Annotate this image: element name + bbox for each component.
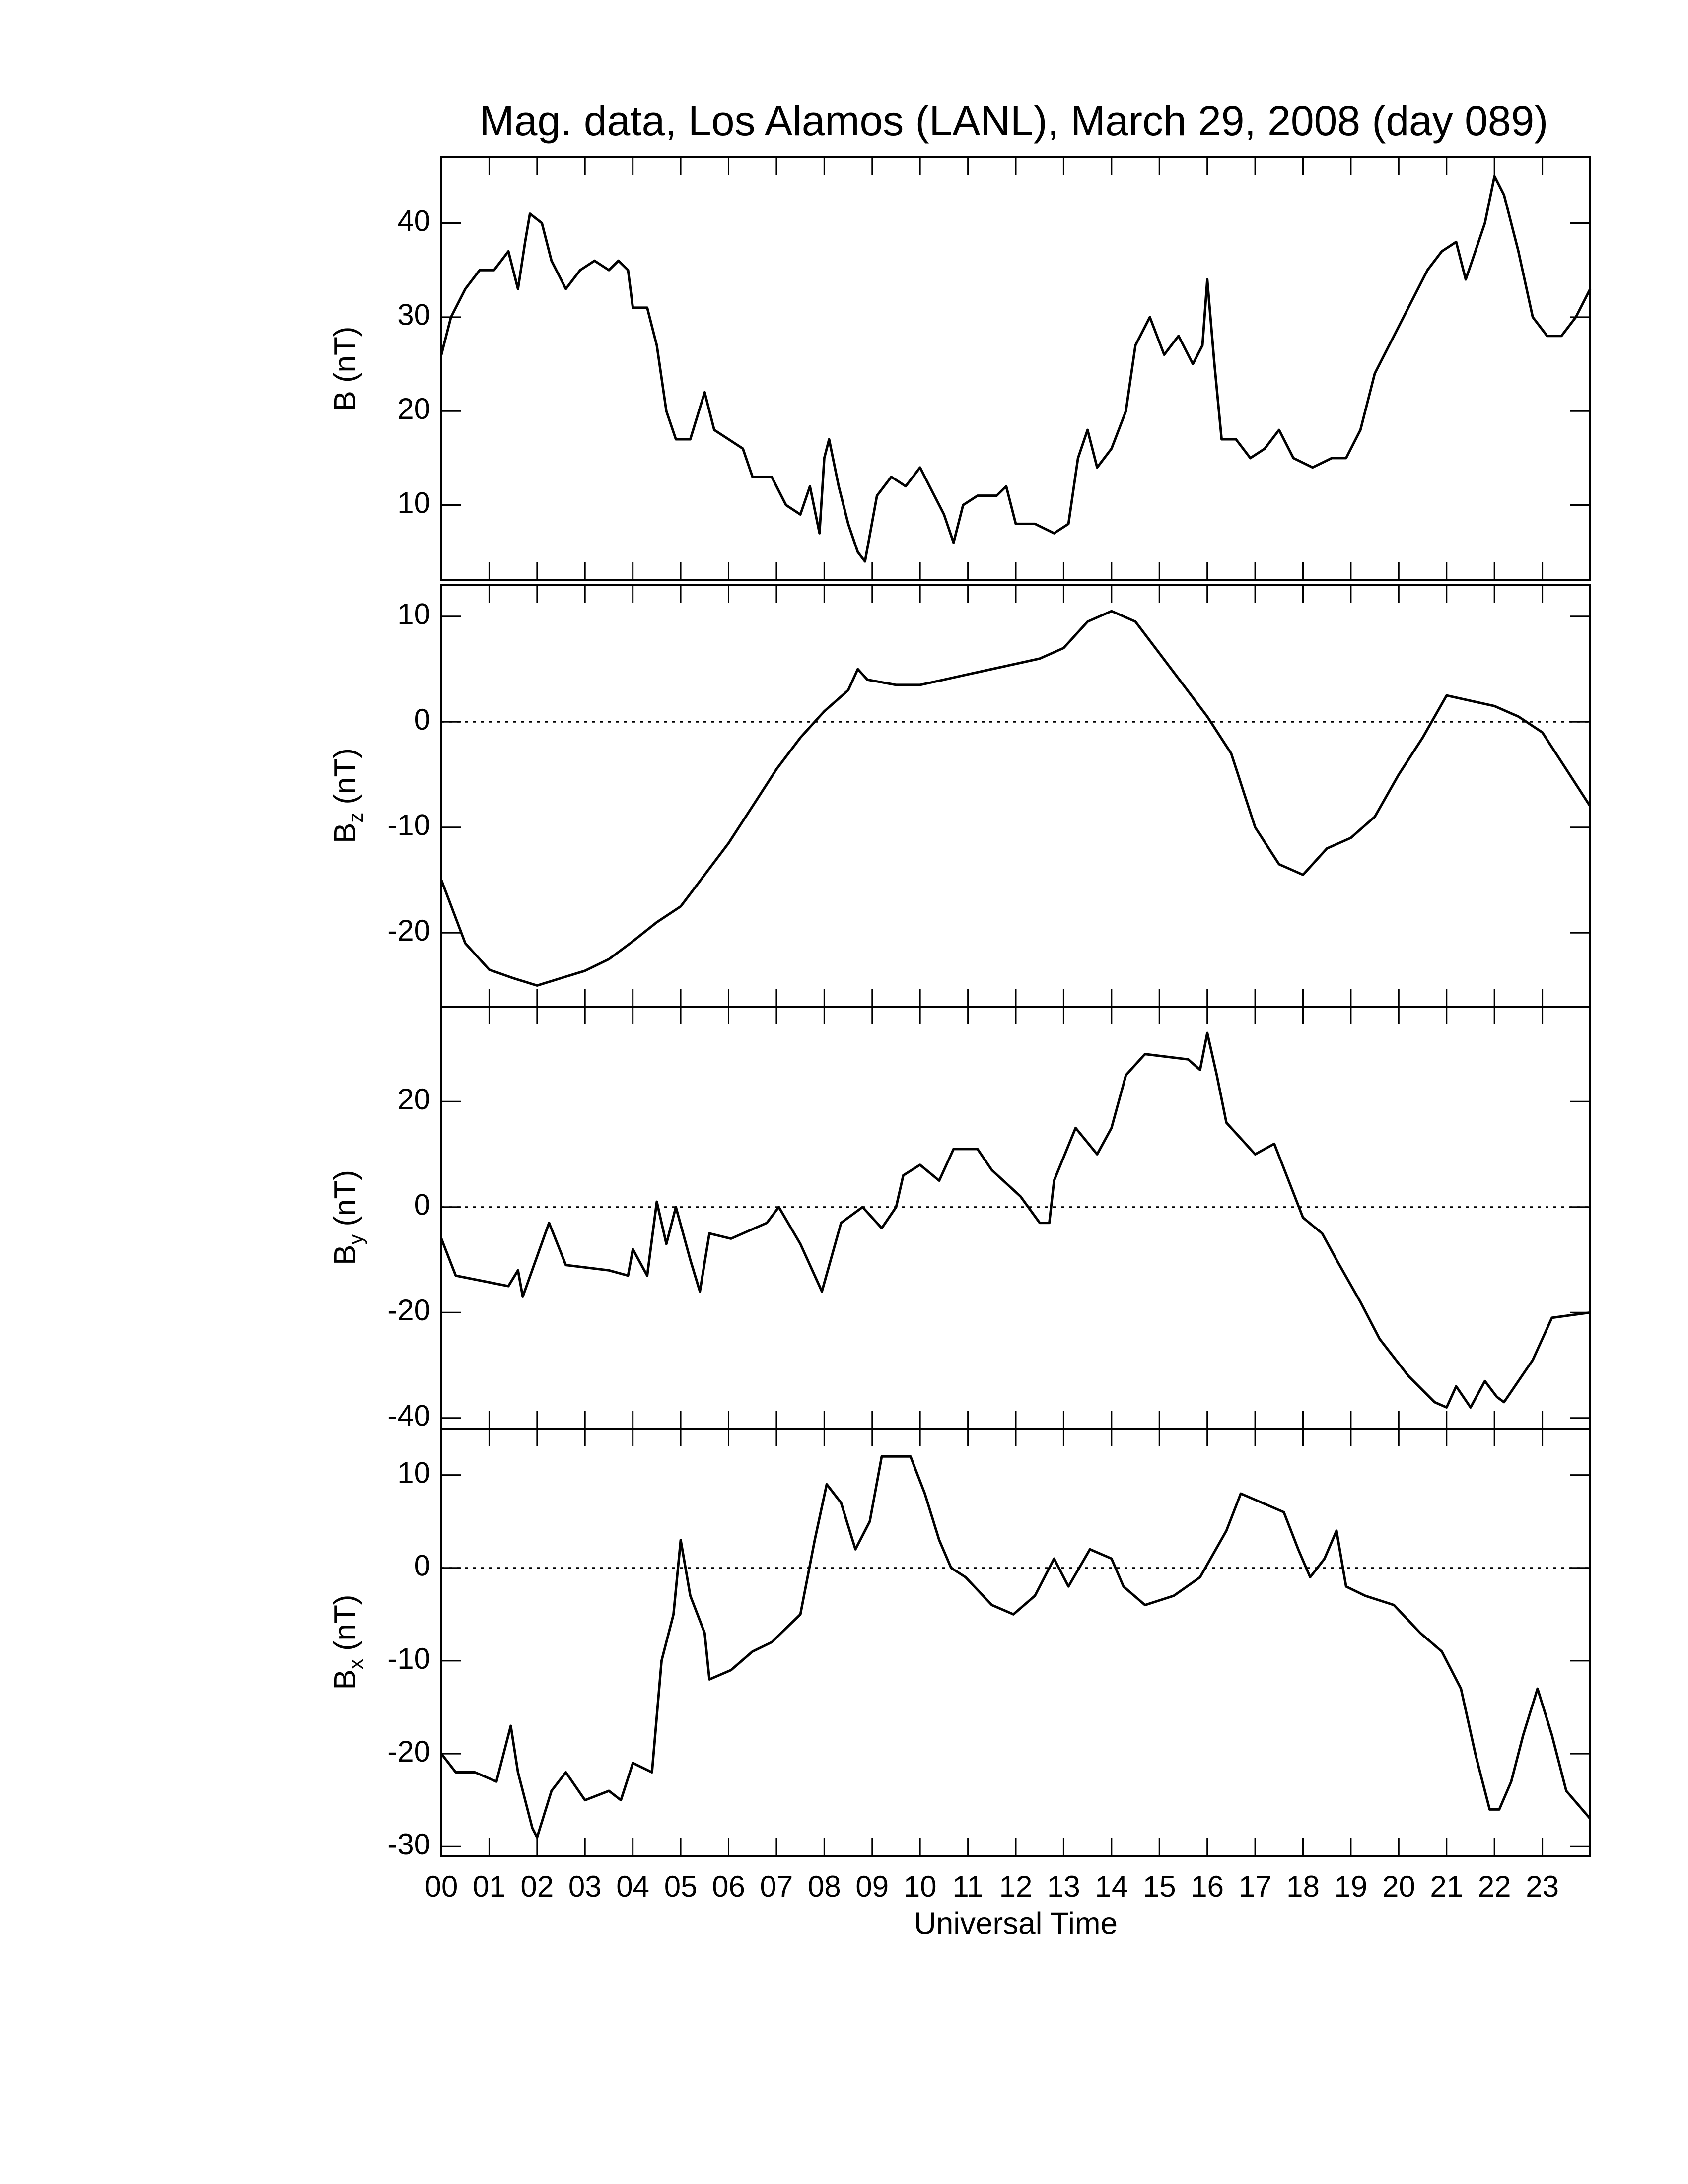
y-axis-label-unit: (nT) <box>328 1594 362 1651</box>
x-tick-label: 00 <box>425 1870 458 1903</box>
data-line <box>440 175 1592 563</box>
x-tick-label: 09 <box>855 1870 889 1903</box>
x-tick-label: 11 <box>952 1870 983 1903</box>
data-line <box>440 1031 1591 1409</box>
y-axis-label-unit: (nT) <box>328 326 362 383</box>
y-tick-label: -20 <box>387 914 430 947</box>
x-tick-label: 01 <box>473 1870 506 1903</box>
chart-title: Mag. data, Los Alamos (LANL), March 29, … <box>480 97 1548 144</box>
x-tick-label: 15 <box>1143 1870 1176 1903</box>
x-tick-label: 07 <box>760 1870 793 1903</box>
y-axis-label: Bz (nT) <box>328 748 367 843</box>
x-tick-label: 23 <box>1526 1870 1559 1903</box>
data-line <box>440 610 1592 987</box>
y-axis-label-subscript: x <box>344 1659 367 1669</box>
x-tick-label: 03 <box>568 1870 602 1903</box>
y-axis-label-symbol: B <box>328 1669 362 1690</box>
x-axis-label: Universal Time <box>914 1907 1118 1941</box>
y-tick-label: 20 <box>397 392 430 425</box>
y-tick-label: -10 <box>387 809 430 842</box>
y-tick-label: -10 <box>387 1642 430 1675</box>
data-line <box>440 1455 1591 1839</box>
x-tick-label: 10 <box>904 1870 937 1903</box>
x-tick-label: 14 <box>1095 1870 1128 1903</box>
x-tick-label: 08 <box>808 1870 841 1903</box>
x-tick-label: 13 <box>1047 1870 1080 1903</box>
y-tick-label: -40 <box>387 1399 430 1433</box>
x-tick-label: 19 <box>1335 1870 1368 1903</box>
y-tick-label: 30 <box>397 298 430 332</box>
y-tick-label: -20 <box>387 1735 430 1768</box>
y-tick-label: 10 <box>397 1456 430 1489</box>
y-tick-label: -30 <box>387 1828 430 1861</box>
plot-frame <box>440 156 1591 581</box>
plot-frame <box>440 584 1591 1008</box>
y-tick-label: 10 <box>397 598 430 631</box>
y-axis-label-unit: (nT) <box>328 1170 362 1227</box>
y-axis-label-symbol: B <box>328 823 362 843</box>
x-tick-label: 04 <box>616 1870 649 1903</box>
x-tick-label: 22 <box>1478 1870 1511 1903</box>
y-tick-label: 0 <box>414 1188 430 1222</box>
y-tick-label: 40 <box>397 204 430 237</box>
x-tick-label: 20 <box>1382 1870 1415 1903</box>
plot-frame <box>440 1006 1591 1430</box>
x-tick-label: 02 <box>520 1870 554 1903</box>
x-tick-label: 18 <box>1286 1870 1320 1903</box>
y-tick-label: 0 <box>414 1549 430 1582</box>
y-axis-label: Bx (nT) <box>328 1594 367 1690</box>
y-axis-label-symbol: B <box>328 391 362 411</box>
x-tick-label: 17 <box>1239 1870 1272 1903</box>
y-axis-label: B (nT) <box>328 326 362 411</box>
plot-frame <box>440 1428 1591 1857</box>
x-tick-label: 05 <box>664 1870 698 1903</box>
y-tick-label: 10 <box>397 486 430 519</box>
y-tick-label: -20 <box>387 1294 430 1327</box>
y-tick-label: 20 <box>397 1083 430 1116</box>
x-tick-label: 16 <box>1191 1870 1224 1903</box>
x-tick-label: 06 <box>712 1870 745 1903</box>
y-axis-label-subscript: z <box>344 813 367 823</box>
y-axis-label-unit: (nT) <box>328 748 362 805</box>
x-tick-label: 21 <box>1430 1870 1463 1903</box>
y-tick-label: 0 <box>414 703 430 736</box>
x-tick-label: 12 <box>999 1870 1033 1903</box>
y-axis-label-subscript: y <box>344 1234 367 1245</box>
y-axis-label-symbol: B <box>328 1245 362 1265</box>
y-axis-label: By (nT) <box>328 1170 367 1265</box>
